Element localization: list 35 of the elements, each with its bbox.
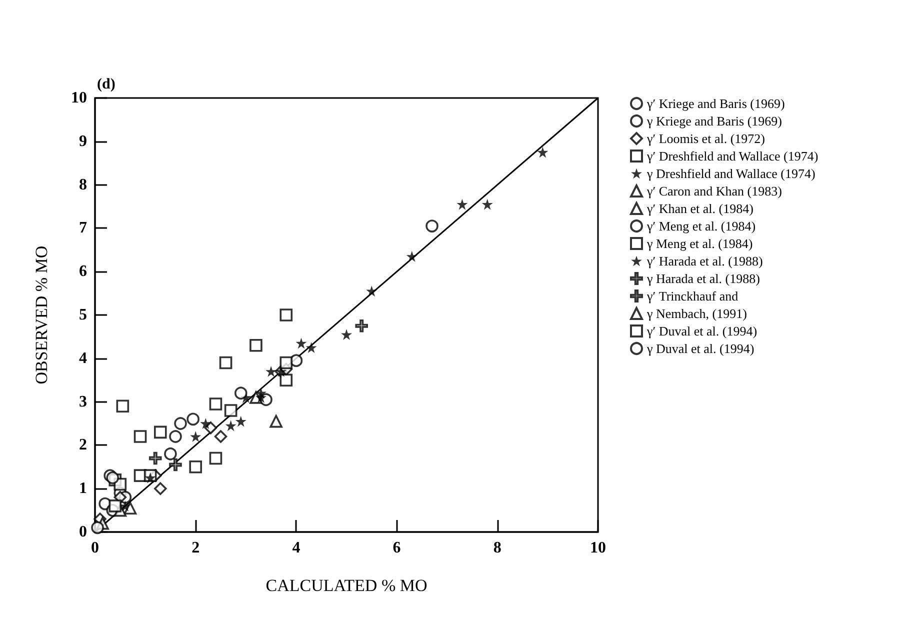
- y-tick-label: 3: [79, 393, 87, 410]
- legend-label: γ′ Caron and Khan (1983): [646, 184, 782, 198]
- x-axis-title: CALCULATED % MO: [266, 576, 428, 595]
- legend-label: γ′ Khan et al. (1984): [646, 201, 754, 216]
- legend-label: γ Harada et al. (1988): [646, 271, 760, 286]
- x-tick-label: 10: [590, 540, 606, 556]
- y-tick-label: 1: [79, 480, 87, 498]
- y-tick-label: 9: [79, 132, 87, 150]
- legend-label: γ′ Loomis et al. (1972): [646, 131, 765, 146]
- legend-label: γ′ Trinckhauf and: [646, 288, 739, 304]
- legend-label: γ′ Meng et al. (1984): [646, 218, 756, 234]
- x-tick-label: 2: [192, 540, 200, 556]
- y-tick-label: 7: [79, 220, 87, 237]
- y-tick-label: 4: [79, 350, 87, 367]
- legend-label: γ Kriege and Baris (1969): [646, 114, 782, 128]
- x-tick-label: 4: [292, 540, 300, 556]
- legend-label: γ′ Dreshfield and Wallace (1974): [646, 148, 818, 164]
- y-tick-label: 10: [71, 90, 87, 106]
- legend-label: γ Nembach, (1991): [646, 306, 747, 321]
- x-tick-label: 6: [392, 540, 401, 556]
- y-tick-label: 2: [79, 436, 87, 454]
- y-axis-title: OBSERVED % MO: [32, 246, 51, 384]
- y-tick-label: 5: [79, 306, 87, 324]
- legend-label: γ Meng et al. (1984): [646, 236, 753, 251]
- x-tick-label: 8: [493, 540, 502, 556]
- chart-title: (d): [97, 76, 116, 92]
- y-tick-label: 6: [79, 263, 87, 280]
- legend-label: γ Dreshfield and Wallace (1974): [646, 166, 816, 181]
- y-tick-label: 8: [79, 176, 87, 194]
- legend-label: γ Duval et al. (1994): [646, 341, 754, 356]
- legend-label: γ′ Duval et al. (1994): [646, 324, 758, 338]
- y-tick-label: 0: [79, 524, 87, 540]
- legend-label: γ′ Kriege and Baris (1969): [646, 96, 785, 111]
- legend-label: γ′ Harada et al. (1988): [646, 254, 763, 268]
- x-tick-label: 0: [91, 540, 99, 556]
